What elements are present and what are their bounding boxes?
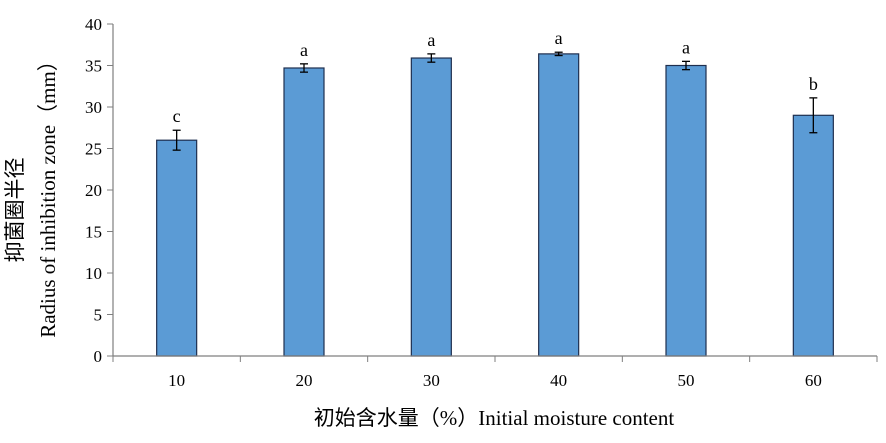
y-axis-title: 抑菌圈半径 Radius of inhibition zone（mm） [3,50,60,338]
error-bar-10 [172,129,181,151]
significance-label-40: a [555,28,563,48]
x-axis-ticks: 10 20 30 40 50 60 [112,356,878,390]
significance-labels-layer: c a a a a b [173,28,818,126]
y-tick-label: 20 [85,181,102,200]
error-bar-50 [682,60,690,71]
y-axis-title-line1: 抑菌圈半径 [3,158,27,263]
y-tick-label: 30 [85,98,102,117]
y-tick-label: 25 [85,140,102,159]
significance-label-10: c [173,106,181,126]
bar-20 [283,67,325,357]
bar-30 [410,57,452,357]
error-bars-layer [172,51,818,151]
y-axis-ticks: 0 5 10 15 20 25 30 35 40 [85,15,113,366]
error-bar-60 [809,97,818,134]
bars-layer [156,53,834,357]
y-tick-label: 35 [85,57,102,76]
error-bar-30 [427,53,436,63]
error-bar-40 [554,51,563,57]
y-tick-label: 10 [85,264,102,283]
bar-40 [538,53,580,357]
x-tick-label: 60 [805,371,822,390]
x-tick-label: 50 [678,371,695,390]
significance-label-20: a [300,40,308,60]
error-bar-20 [300,63,308,73]
y-tick-label: 15 [85,223,102,242]
y-tick-label: 0 [94,347,103,366]
x-tick-label: 40 [550,371,567,390]
bar-10 [156,139,198,357]
x-axis-title: 初始含水量（%）Initial moisture content [314,406,675,430]
significance-label-30: a [427,30,435,50]
significance-label-50: a [682,37,690,57]
axes-layer [112,24,877,357]
y-tick-label: 5 [94,306,103,325]
x-tick-label: 30 [423,371,440,390]
bar-50 [665,64,707,357]
x-tick-label: 10 [168,371,185,390]
bar-60 [792,114,834,357]
significance-label-60: b [809,74,818,94]
x-tick-label: 20 [296,371,313,390]
y-tick-label: 40 [85,15,102,34]
y-axis-title-line2: Radius of inhibition zone（mm） [36,50,60,338]
